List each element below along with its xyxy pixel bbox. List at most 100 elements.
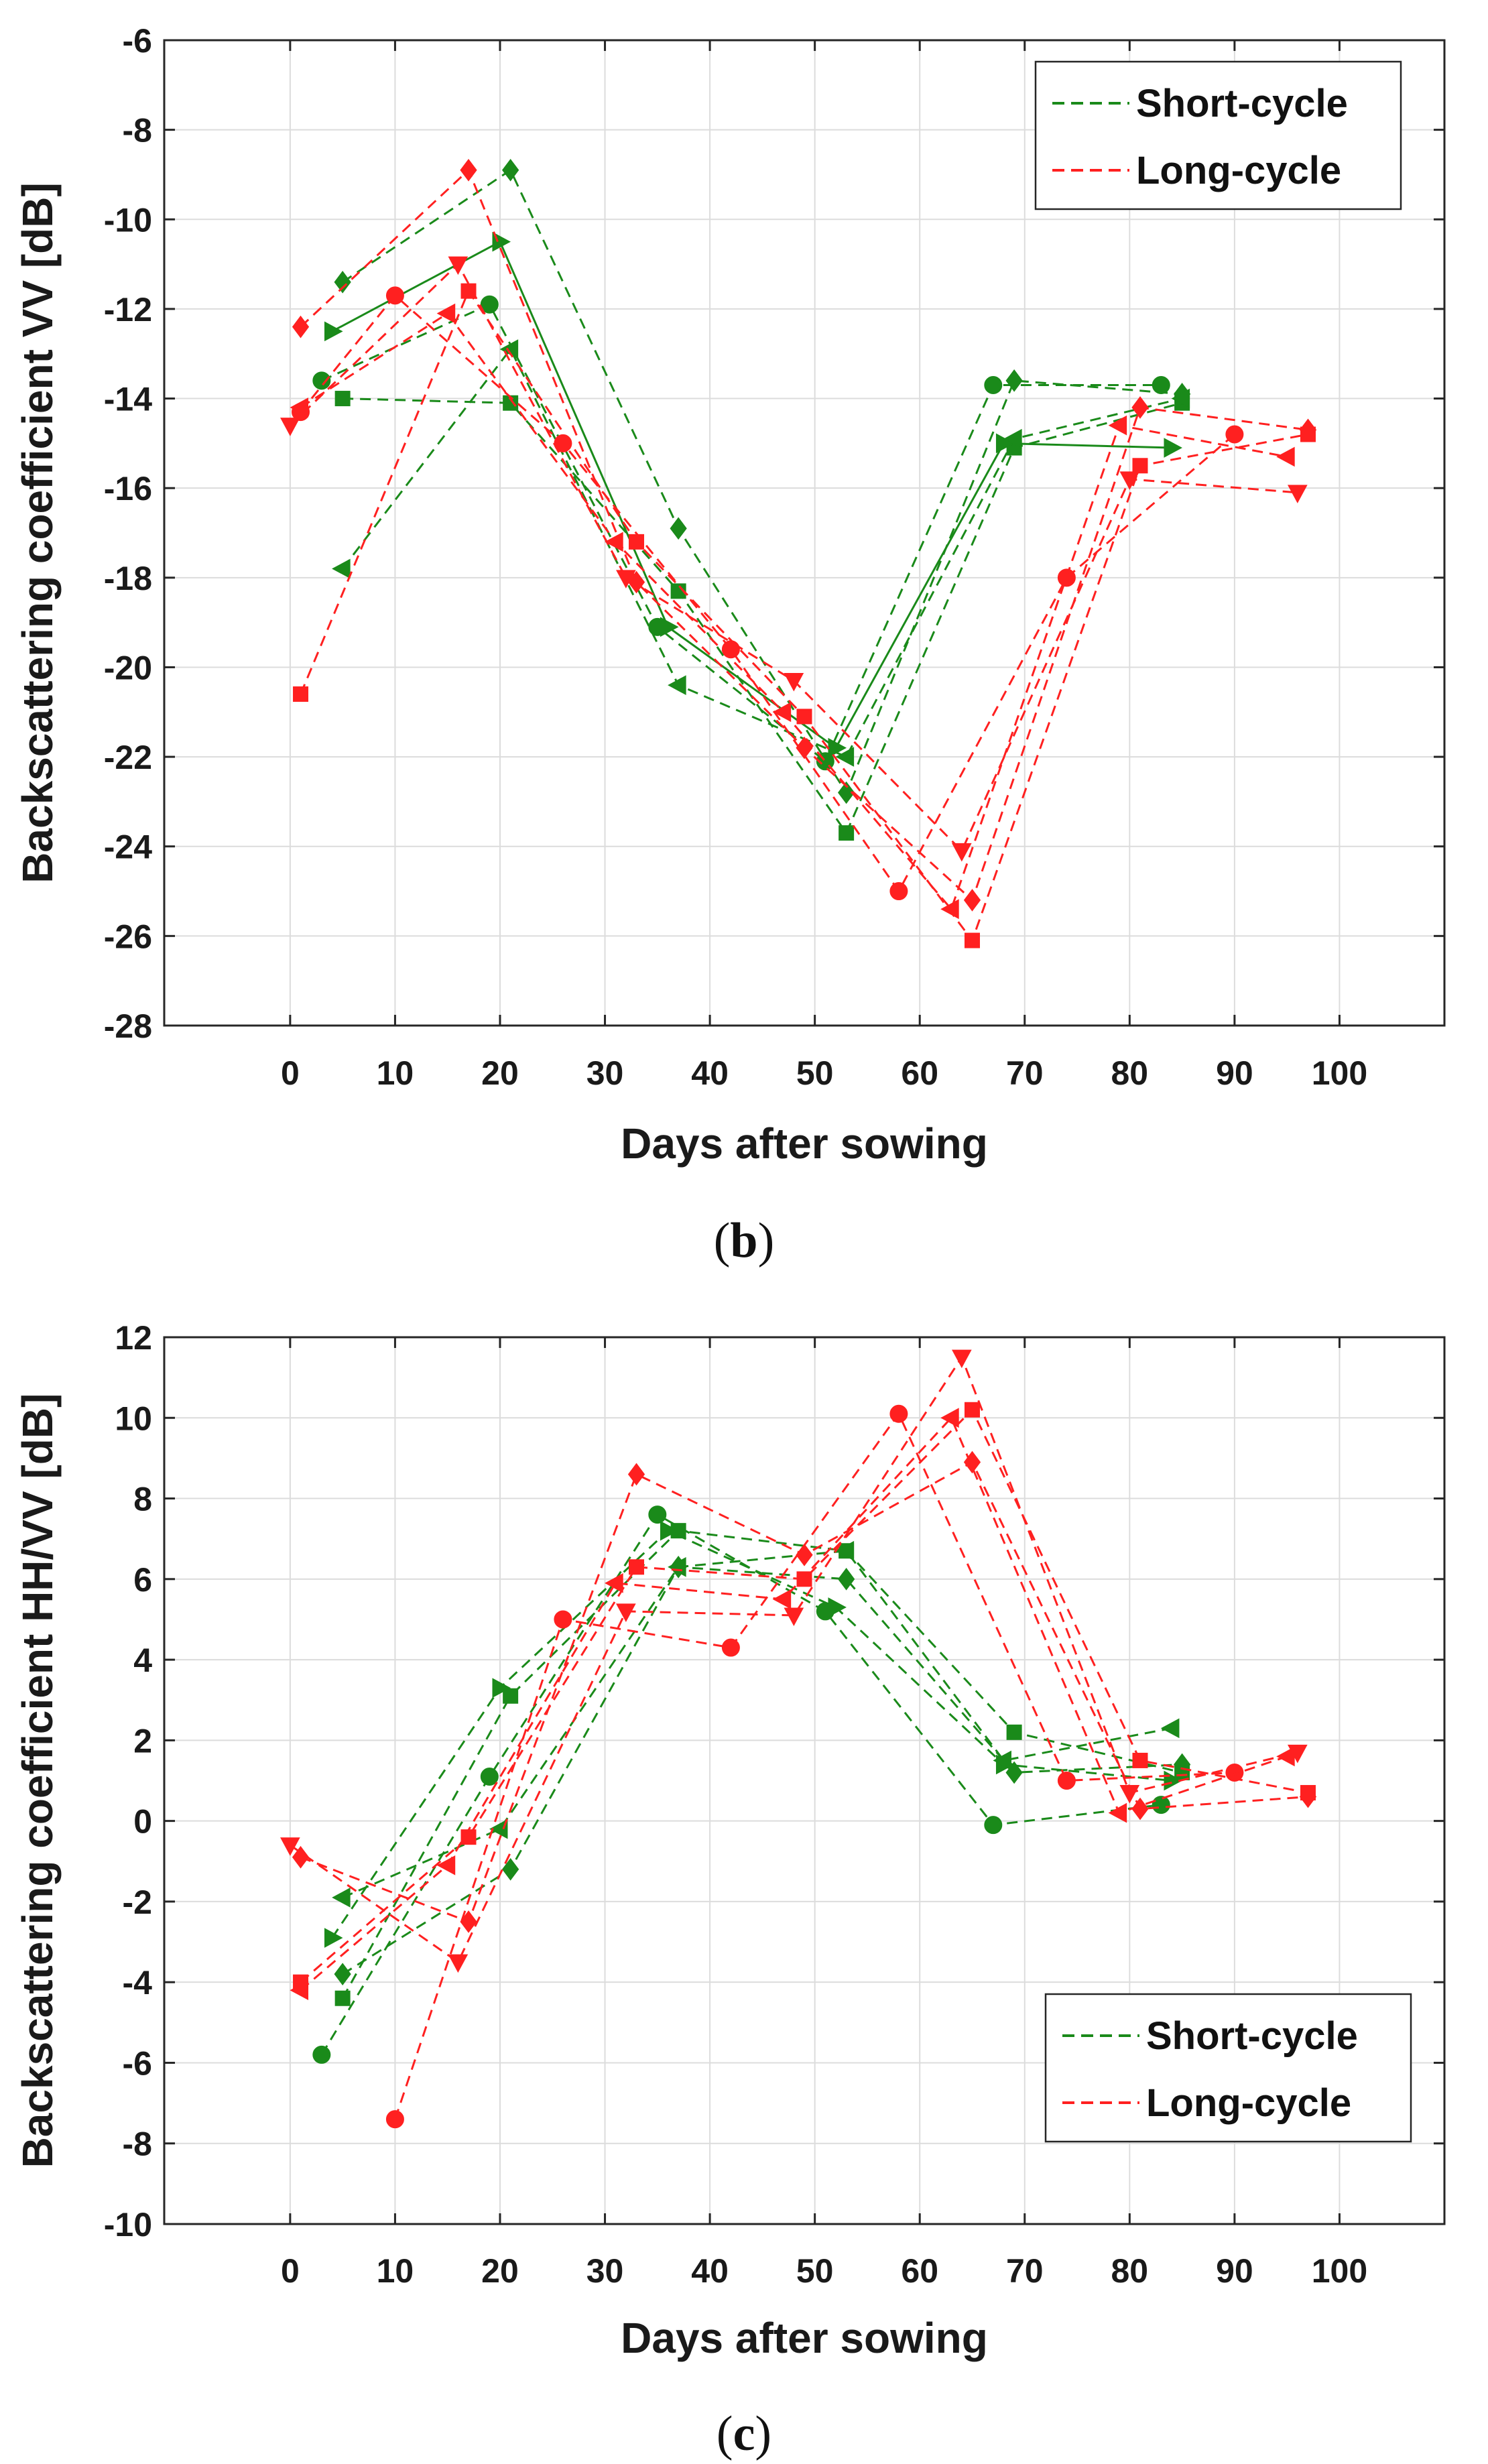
- data-point: [951, 843, 972, 862]
- data-point: [1152, 1796, 1170, 1814]
- y-tick-label: -20: [104, 649, 152, 686]
- series-long-cycle-8: [280, 256, 1308, 862]
- data-point: [385, 286, 404, 305]
- series-line: [341, 1530, 1182, 1999]
- legend-box: [1034, 60, 1402, 210]
- x-tick-label: 60: [901, 1054, 938, 1092]
- data-point: [1160, 1718, 1180, 1739]
- caption-paren-open: (: [714, 1213, 731, 1268]
- data-point: [489, 1819, 508, 1839]
- caption-paren-open: (: [717, 2406, 733, 2461]
- data-point: [332, 1888, 351, 1908]
- grid: [164, 1337, 1444, 2225]
- x-tick-label: 70: [1006, 2252, 1044, 2290]
- y-tick-label: -2: [123, 1884, 152, 1921]
- data-point: [460, 158, 477, 182]
- legend-label: Short-cycle: [1136, 82, 1348, 125]
- data-point: [940, 899, 959, 920]
- x-tick-label: 50: [796, 2252, 834, 2290]
- y-tick-label: 10: [115, 1400, 152, 1437]
- x-tick-label: 10: [377, 1054, 414, 1092]
- series-line: [331, 240, 1172, 749]
- y-tick-label: -28: [104, 1007, 152, 1045]
- data-point: [1132, 1752, 1148, 1768]
- data-point: [385, 2110, 404, 2129]
- x-tick-label: 70: [1006, 1054, 1044, 1092]
- data-point: [312, 2045, 331, 2064]
- caption-paren-close: ): [755, 2406, 771, 2461]
- data-point: [627, 1463, 645, 1486]
- y-tick-label: -8: [123, 112, 152, 149]
- y-tick-label: -4: [123, 1964, 153, 2001]
- caption-paren-close: ): [758, 1213, 775, 1268]
- data-point: [889, 882, 908, 901]
- x-axis-label: Days after sowing: [621, 1119, 988, 1168]
- data-point: [1287, 485, 1308, 503]
- data-point: [660, 1520, 679, 1541]
- data-point: [1132, 458, 1148, 474]
- series-line: [321, 303, 1162, 763]
- data-point: [492, 231, 511, 252]
- y-tick-label: -10: [104, 2206, 152, 2243]
- data-point: [1276, 1746, 1295, 1767]
- y-axis-label: Backscattering coefficient VV [dB]: [13, 182, 62, 883]
- legend-label: Long-cycle: [1136, 149, 1341, 192]
- x-tick-label: 10: [377, 2252, 414, 2290]
- data-point: [837, 1567, 855, 1591]
- legend-label: Short-cycle: [1146, 2014, 1358, 2058]
- y-tick-label: 12: [115, 1319, 152, 1357]
- data-point: [772, 702, 792, 723]
- data-point: [721, 1638, 740, 1657]
- series-short-cycle-4: [332, 339, 1190, 767]
- data-point: [503, 1688, 519, 1704]
- data-point: [334, 270, 351, 294]
- y-tick-label: 8: [133, 1481, 152, 1518]
- series-long-cycle-7: [292, 1451, 1317, 1933]
- data-point: [502, 1857, 519, 1881]
- data-point: [292, 315, 310, 338]
- y-tick-label: -14: [104, 381, 152, 418]
- data-point: [290, 397, 309, 418]
- data-point: [835, 1540, 855, 1561]
- data-point: [828, 1597, 847, 1617]
- data-point: [964, 1402, 980, 1418]
- data-point: [499, 339, 519, 359]
- data-point: [1225, 425, 1244, 444]
- x-tick-label: 40: [691, 1054, 729, 1092]
- data-point: [332, 558, 351, 579]
- data-point: [334, 1963, 351, 1985]
- data-point: [1006, 1724, 1022, 1740]
- data-point: [951, 1349, 972, 1369]
- data-point: [448, 256, 469, 275]
- data-point: [1005, 369, 1023, 392]
- data-point: [1108, 1802, 1127, 1823]
- legend-box: [1044, 1993, 1412, 2143]
- data-point: [1276, 446, 1295, 467]
- legend: Short-cycle Long-cycle: [1044, 1993, 1412, 2143]
- x-tick-label: 20: [481, 1054, 519, 1092]
- data-point: [312, 371, 331, 390]
- data-point: [334, 391, 351, 407]
- x-tick-label: 90: [1216, 2252, 1253, 2290]
- panel-caption-c: (c): [717, 2406, 771, 2461]
- x-tick-label: 100: [1312, 2252, 1367, 2290]
- x-tick-label: 50: [796, 1054, 834, 1092]
- y-tick-label: 2: [133, 1722, 152, 1760]
- data-point: [436, 303, 456, 324]
- chart-panel-b: 0 10 20 30 40 50 60 70 80 90 100 -28 -26 -24 -22 -20 -18…: [13, 22, 1446, 1168]
- data-point: [796, 1543, 813, 1566]
- x-tick-label: 40: [691, 2252, 729, 2290]
- data-point: [835, 747, 855, 767]
- data-point: [984, 1816, 1003, 1835]
- data-point: [280, 418, 300, 436]
- data-point: [670, 517, 687, 540]
- data-point: [668, 1556, 686, 1577]
- series-line: [343, 397, 1182, 835]
- y-tick-label: -24: [104, 828, 152, 866]
- x-tick-label: 0: [281, 2252, 300, 2290]
- y-tick-label: -26: [104, 918, 152, 955]
- data-point: [721, 640, 740, 659]
- data-point: [796, 1571, 812, 1587]
- x-tick-label: 20: [481, 2252, 519, 2290]
- y-tick-label: -18: [104, 560, 152, 597]
